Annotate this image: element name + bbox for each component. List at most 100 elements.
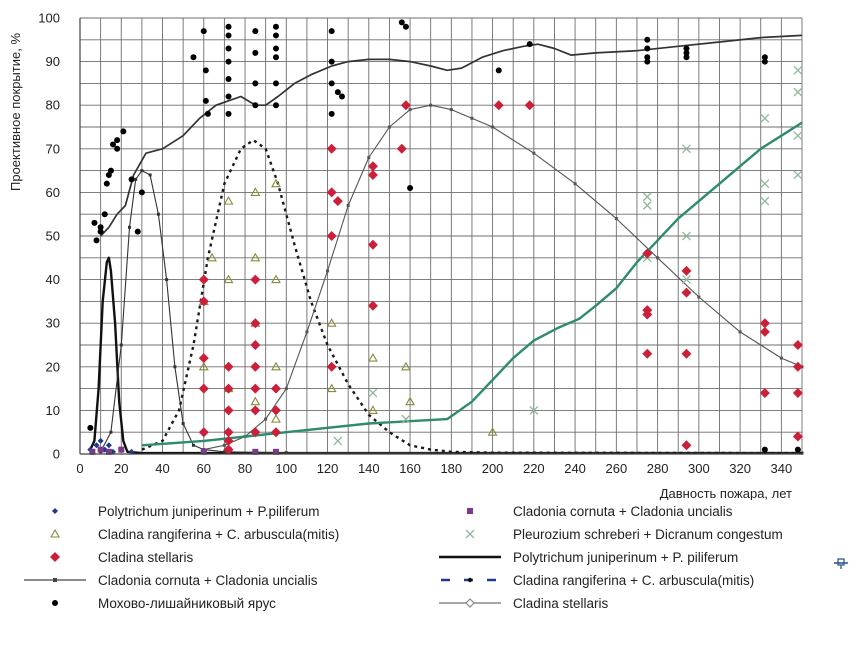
- series-line-marker: [191, 443, 195, 447]
- legend-label: Cladonia cornuta + Cladonia uncialis: [513, 503, 733, 519]
- legend-symbol-circle: [52, 600, 58, 606]
- data-point: [326, 143, 337, 154]
- data-point: [105, 442, 112, 449]
- data-point: [101, 211, 108, 218]
- tick-labels: 0 20 40 60 80 100 120 140 160 180 200 220 240 260 280 3…: [38, 11, 792, 477]
- data-point: [250, 396, 261, 406]
- series-line-marker: [140, 169, 144, 173]
- data-point: [272, 23, 279, 30]
- data-point: [326, 361, 337, 372]
- series-line-marker: [470, 116, 474, 120]
- data-point: [642, 348, 653, 359]
- data-point: [272, 45, 279, 52]
- data-point: [272, 54, 279, 61]
- x-tick-label: 300: [688, 461, 710, 476]
- y-tick-label: 30: [46, 316, 60, 331]
- series-line-marker: [697, 295, 701, 299]
- legend-item-stellaris-points: Cladina stellaris: [20, 546, 193, 568]
- data-point: [250, 252, 261, 262]
- data-point: [93, 237, 100, 244]
- x-tick-label: 120: [317, 461, 339, 476]
- data-point: [367, 405, 378, 414]
- legend-label: Cladina rangiferina + C. arbuscula(mitis…: [98, 526, 340, 542]
- data-point: [198, 353, 209, 364]
- series-line-3: [203, 104, 803, 451]
- series-line-marker: [181, 421, 185, 425]
- y-tick-label: 0: [53, 447, 60, 462]
- data-point: [681, 287, 692, 298]
- data-point: [642, 201, 652, 210]
- data-point: [200, 28, 207, 35]
- x-tick-label: 320: [729, 461, 751, 476]
- data-point: [761, 54, 768, 61]
- data-point: [367, 161, 378, 172]
- legend-marker: [50, 552, 60, 562]
- series-line-0: [89, 256, 802, 455]
- data-point: [487, 427, 498, 436]
- data-point: [252, 28, 259, 35]
- data-point: [250, 361, 261, 372]
- series-line-marker: [408, 108, 412, 112]
- series-line-marker: [148, 173, 152, 177]
- data-point: [110, 141, 117, 148]
- data-point: [326, 187, 337, 198]
- data-point: [223, 274, 234, 284]
- data-point: [250, 187, 261, 196]
- y-tick-label: 40: [46, 272, 60, 287]
- y-tick-label: 90: [46, 54, 60, 69]
- data-point: [252, 49, 259, 56]
- data-point: [138, 189, 145, 196]
- series-line-marker: [222, 450, 226, 454]
- data-point: [223, 405, 234, 416]
- data-point: [250, 318, 261, 329]
- data-point: [334, 89, 341, 96]
- x-tick-label: 0: [76, 461, 83, 476]
- chart-axes: [79, 18, 802, 455]
- data-point: [198, 274, 209, 285]
- series-line-marker: [614, 217, 618, 221]
- data-point: [760, 196, 770, 206]
- x-tick-label: 240: [564, 461, 586, 476]
- data-point: [682, 231, 691, 241]
- data-point: [328, 80, 335, 87]
- x-tick-label: 200: [482, 461, 504, 476]
- data-point: [271, 414, 281, 423]
- legend-marker: [465, 598, 475, 608]
- series-line-marker: [491, 125, 495, 129]
- x-tick-label: 140: [358, 461, 380, 476]
- y-tick-label: 50: [46, 229, 60, 244]
- legend-marker: [467, 508, 473, 514]
- series-line-marker: [346, 203, 350, 207]
- data-point: [681, 440, 692, 451]
- data-point: [250, 340, 261, 350]
- legend-item-polytrichum-line: Polytrichum juniperinum + P. piliferum: [435, 546, 738, 568]
- legend-item-rangiferina-points: Cladina rangiferina + C. arbuscula(mitis…: [20, 523, 339, 545]
- series-line-4: [99, 34, 803, 237]
- data-point: [328, 58, 335, 65]
- legend-marker: [52, 600, 58, 606]
- x-tick-label: 280: [647, 461, 669, 476]
- series-line-marker: [738, 330, 742, 334]
- legend-symbol-triangle: [50, 528, 60, 538]
- data-point: [250, 274, 261, 285]
- data-point: [644, 45, 651, 52]
- extra-box: [837, 558, 845, 566]
- x-axis-label: Давность пожара, лет: [660, 486, 792, 500]
- x-tick-label: 340: [771, 461, 793, 476]
- legend-item-pleurozium-points: Pleurozium schreberi + Dicranum congestu…: [435, 523, 783, 545]
- data-point: [200, 448, 207, 455]
- y-axis-label: Проективное покрытие, %: [8, 33, 23, 191]
- x-tick-label: 220: [523, 461, 545, 476]
- data-point: [759, 318, 770, 329]
- data-point: [792, 387, 803, 398]
- legend-label: Polytrichum juniperinum + P.piliferum: [98, 503, 320, 519]
- data-point: [272, 102, 279, 109]
- data-point: [225, 93, 232, 100]
- data-point: [225, 45, 232, 52]
- legend-symbol-line-diamond: [439, 598, 501, 608]
- series-line-marker: [128, 225, 132, 229]
- data-point: [792, 340, 803, 350]
- legend-item-rangiferina-line: Cladina rangiferina + C. arbuscula(mitis…: [435, 569, 754, 591]
- data-point: [682, 144, 691, 154]
- data-point: [118, 446, 125, 453]
